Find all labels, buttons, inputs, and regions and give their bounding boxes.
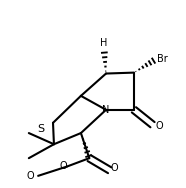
Text: O: O [27, 171, 34, 181]
Text: N: N [102, 105, 110, 115]
Text: H: H [100, 38, 107, 48]
Text: S: S [37, 124, 44, 134]
Text: O: O [111, 163, 118, 173]
Text: O: O [155, 121, 163, 131]
Text: O: O [60, 161, 67, 171]
Text: Br: Br [157, 54, 168, 64]
